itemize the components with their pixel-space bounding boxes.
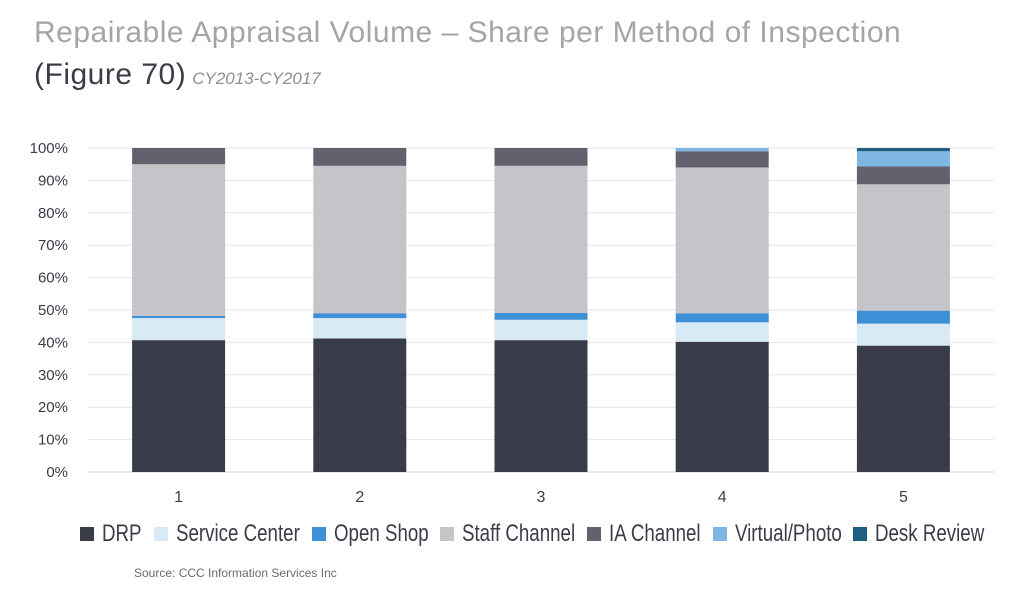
y-tick-label: 10% bbox=[38, 432, 68, 449]
stacked-bar-chart: 0% 10% 20% 30% 40% 50% 60% 70% 80% 90% 100% 1 2 3 4 5 bbox=[30, 140, 994, 506]
bar-segment-ia-channel-5 bbox=[856, 166, 950, 185]
y-tick-label: 70% bbox=[38, 237, 68, 254]
figure-number: (Figure 70) bbox=[34, 58, 187, 91]
x-tick-label: 4 bbox=[718, 489, 727, 506]
y-tick-label: 20% bbox=[38, 399, 68, 416]
chart-subtitle: CY2013-CY2017 bbox=[192, 69, 321, 88]
bar-segment-ia-channel-3 bbox=[494, 148, 588, 166]
bar-segment-staff-channel-1 bbox=[132, 164, 226, 316]
legend-label: IA Channel bbox=[609, 520, 701, 547]
bar-segment-ia-channel-4 bbox=[675, 151, 769, 168]
bar-segment-drp-3 bbox=[494, 340, 588, 472]
bar-segment-service-center-2 bbox=[313, 318, 407, 339]
legend-label: DRP bbox=[102, 520, 142, 547]
y-tick-label: 100% bbox=[30, 140, 68, 157]
legend-item-service-center: Service Center bbox=[153, 520, 300, 548]
bar-segment-staff-channel-3 bbox=[494, 165, 588, 313]
bar-segment-desk-review-5 bbox=[856, 148, 950, 152]
y-tick-label: 60% bbox=[38, 270, 68, 287]
x-tick-label: 3 bbox=[537, 489, 546, 506]
bar-segment-ia-channel-2 bbox=[313, 148, 407, 166]
legend-item-virtual-photo: Virtual/Photo bbox=[712, 520, 842, 548]
legend-label: Desk Review bbox=[875, 520, 985, 547]
bar-segment-virtual-photo-4 bbox=[675, 148, 769, 152]
legend-item-desk-review: Desk Review bbox=[853, 520, 985, 548]
y-tick-label: 50% bbox=[38, 302, 68, 319]
bar-segment-staff-channel-4 bbox=[675, 167, 769, 314]
legend-swatch bbox=[153, 527, 168, 541]
bar-segment-drp-5 bbox=[856, 345, 950, 472]
legend-swatch bbox=[853, 527, 868, 541]
y-tick-label: 90% bbox=[38, 172, 68, 189]
bar-segment-service-center-5 bbox=[856, 323, 950, 346]
bar-segment-drp-4 bbox=[675, 341, 769, 472]
bar-segment-staff-channel-5 bbox=[856, 184, 950, 311]
bar-segment-drp-1 bbox=[132, 340, 226, 472]
bars bbox=[132, 148, 950, 472]
y-tick-label: 80% bbox=[38, 205, 68, 222]
y-axis-tick-labels: 0% 10% 20% 30% 40% 50% 60% 70% 80% 90% 100% bbox=[30, 140, 68, 481]
x-axis-tick-labels: 1 2 3 4 5 bbox=[174, 489, 908, 506]
legend-label: Service Center bbox=[175, 520, 300, 547]
chart-title: Repairable Appraisal Volume – Share per … bbox=[34, 16, 902, 49]
bar-segment-open-shop-5 bbox=[856, 310, 950, 324]
bar-segment-ia-channel-1 bbox=[132, 148, 226, 165]
bar-segment-staff-channel-2 bbox=[313, 165, 407, 314]
legend-label: Virtual/Photo bbox=[734, 520, 842, 547]
bar-segment-open-shop-3 bbox=[494, 312, 588, 320]
bar-segment-virtual-photo-5 bbox=[856, 151, 950, 167]
source-note: Source: CCC Information Services Inc bbox=[134, 566, 337, 580]
legend-item-staff-channel: Staff Channel bbox=[440, 520, 575, 548]
bar-segment-service-center-3 bbox=[494, 319, 588, 341]
bar-segment-open-shop-1 bbox=[132, 315, 226, 319]
legend-label: Open Shop bbox=[333, 520, 429, 547]
y-tick-label: 30% bbox=[38, 367, 68, 384]
legend-swatch bbox=[311, 527, 326, 541]
y-tick-label: 0% bbox=[46, 464, 68, 481]
legend-swatch bbox=[712, 527, 727, 541]
chart-legend: DRP Service Center Open Shop Staff Channel I… bbox=[80, 520, 997, 548]
legend-item-open-shop: Open Shop bbox=[311, 520, 429, 548]
x-tick-label: 2 bbox=[355, 489, 364, 506]
chart-title-line2: (Figure 70) CY2013-CY2017 bbox=[34, 58, 321, 92]
x-tick-label: 1 bbox=[174, 489, 183, 506]
bar-segment-service-center-4 bbox=[675, 322, 769, 342]
legend-label: Staff Channel bbox=[462, 520, 576, 547]
y-tick-label: 40% bbox=[38, 334, 68, 351]
bar-segment-service-center-1 bbox=[132, 318, 226, 341]
x-tick-label: 5 bbox=[899, 489, 908, 506]
bar-segment-drp-2 bbox=[313, 338, 407, 472]
bar-segment-open-shop-2 bbox=[313, 313, 407, 319]
bar-segment-open-shop-4 bbox=[675, 313, 769, 323]
legend-swatch bbox=[587, 527, 602, 541]
legend-swatch bbox=[80, 527, 94, 541]
legend-item-drp: DRP bbox=[80, 520, 142, 548]
legend-item-ia-channel: IA Channel bbox=[587, 520, 701, 548]
legend-swatch bbox=[440, 527, 455, 541]
